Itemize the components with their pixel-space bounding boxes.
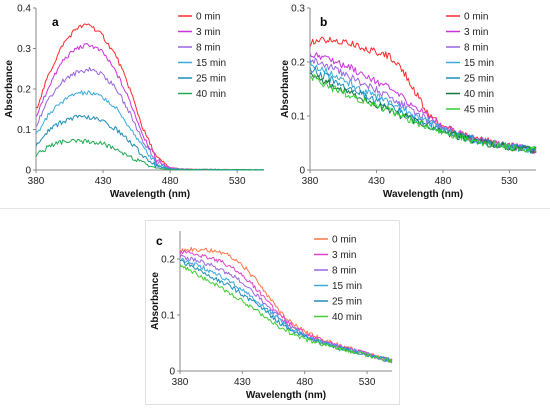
- series-line-0-min: [35, 23, 264, 171]
- chart-panel-b: 380 430 480 530 0 0.1 0.2 0.3 Wavelength (nm) Abs…: [276, 0, 550, 205]
- y-axis-label: Absorbance: [150, 272, 161, 330]
- y-tick-label: 0.1: [291, 112, 305, 123]
- y-tick-label: 0.2: [161, 255, 175, 266]
- legend-label: 25 min: [464, 74, 494, 85]
- panel-label: c: [156, 234, 163, 248]
- y-axis-label: Absorbance: [280, 60, 291, 118]
- legend-label: 40 min: [196, 89, 226, 100]
- series-line-40-min: [35, 138, 264, 171]
- chart-a-svg: 380 430 480 530 0 0.1 0.2 0.3 0.4 Wavelength (nm)…: [4, 4, 265, 200]
- x-tick-label: 430: [95, 176, 112, 187]
- legend-label: 40 min: [332, 312, 362, 323]
- x-tick-label: 430: [368, 176, 385, 187]
- chart-c-svg: 380 430 480 530 0 0.1 0.2 Wavelength (nm) Absorb…: [150, 231, 393, 401]
- x-tick-label: 530: [359, 377, 376, 388]
- series-line-25-min: [309, 66, 537, 154]
- legend-label: 8 min: [464, 43, 488, 54]
- y-tick-label: 0.1: [17, 125, 31, 136]
- x-axis-label: Wavelength (nm): [246, 390, 326, 401]
- y-tick-label: 0.4: [17, 4, 31, 15]
- chart-b-svg: 380 430 480 530 0 0.1 0.2 0.3 Wavelength (nm) Abs…: [280, 4, 537, 200]
- legend-label: 3 min: [464, 27, 488, 38]
- legend-label: 8 min: [196, 43, 220, 54]
- y-tick-label: 0.3: [17, 44, 31, 55]
- y-tick-label: 0.3: [291, 4, 305, 15]
- series-line-15-min: [35, 90, 265, 171]
- legend-label: 15 min: [464, 58, 494, 69]
- x-tick-label: 380: [172, 377, 189, 388]
- legend-label: 0 min: [332, 235, 356, 246]
- legend-label: 8 min: [332, 266, 356, 277]
- x-tick-label: 380: [28, 176, 45, 187]
- legend-label: 15 min: [196, 58, 226, 69]
- series-line-3-min: [309, 52, 537, 154]
- y-axis-label: Absorbance: [4, 60, 15, 118]
- legend-label: 0 min: [196, 12, 220, 23]
- y-tick-label: 0.1: [161, 311, 175, 322]
- legend-label: 3 min: [196, 27, 220, 38]
- series-line-15-min: [179, 257, 393, 363]
- x-tick-label: 480: [435, 176, 452, 187]
- legend-label: 3 min: [332, 250, 356, 261]
- y-tick-label: 0: [299, 166, 305, 177]
- series-line-0-min: [309, 36, 537, 154]
- series-line-8-min: [179, 254, 393, 362]
- legend-label: 25 min: [196, 74, 226, 85]
- legend-label: 45 min: [464, 105, 494, 116]
- chart-panel-a: 380 430 480 530 0 0.1 0.2 0.3 0.4 Wavelength (nm)…: [0, 0, 272, 205]
- x-tick-label: 380: [302, 176, 319, 187]
- x-axis-label: Wavelength (nm): [383, 189, 463, 200]
- legend-label: 0 min: [464, 12, 488, 23]
- y-tick-label: 0: [169, 367, 175, 378]
- y-tick-label: 0.2: [291, 58, 305, 69]
- legend-label: 25 min: [332, 297, 362, 308]
- x-tick-label: 480: [162, 176, 179, 187]
- legend-label: 40 min: [464, 89, 494, 100]
- x-axis-label: Wavelength (nm): [110, 189, 190, 200]
- panel-label: a: [52, 15, 59, 29]
- divider: [0, 208, 550, 209]
- series-line-45-min: [309, 74, 537, 153]
- y-tick-label: 0.2: [17, 85, 31, 96]
- x-tick-label: 530: [501, 176, 518, 187]
- series-line-40-min: [179, 263, 393, 363]
- chart-panel-c: 380 430 480 530 0 0.1 0.2 Wavelength (nm) Absorb…: [145, 220, 400, 405]
- x-tick-label: 430: [234, 377, 251, 388]
- y-tick-label: 0: [25, 166, 31, 177]
- legend-label: 15 min: [332, 281, 362, 292]
- x-tick-label: 530: [229, 176, 246, 187]
- panel-label: b: [320, 15, 327, 29]
- x-tick-label: 480: [296, 377, 313, 388]
